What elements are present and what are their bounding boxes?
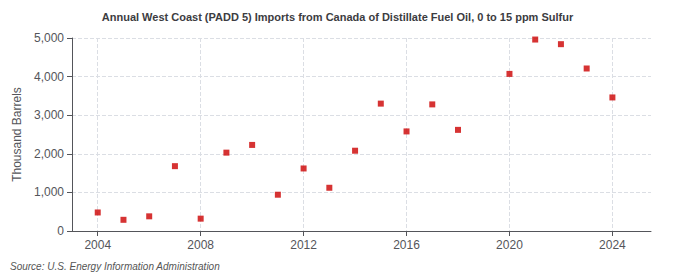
svg-text:2004: 2004 — [84, 238, 111, 252]
svg-text:2008: 2008 — [187, 238, 214, 252]
svg-text:Source: U.S. Energy Informatio: Source: U.S. Energy Information Administ… — [10, 261, 220, 272]
svg-text:1,000: 1,000 — [34, 185, 64, 199]
svg-text:Annual West Coast (PADD 5) Imp: Annual West Coast (PADD 5) Imports from … — [102, 11, 574, 23]
svg-text:2020: 2020 — [496, 238, 523, 252]
svg-text:Thousand Barrels: Thousand Barrels — [10, 87, 24, 182]
svg-text:5,000: 5,000 — [34, 31, 64, 45]
svg-text:2024: 2024 — [599, 238, 626, 252]
svg-text:0: 0 — [57, 224, 64, 238]
svg-text:3,000: 3,000 — [34, 108, 64, 122]
svg-text:2016: 2016 — [393, 238, 420, 252]
svg-text:4,000: 4,000 — [34, 70, 64, 84]
svg-text:2,000: 2,000 — [34, 147, 64, 161]
svg-text:2012: 2012 — [290, 238, 317, 252]
